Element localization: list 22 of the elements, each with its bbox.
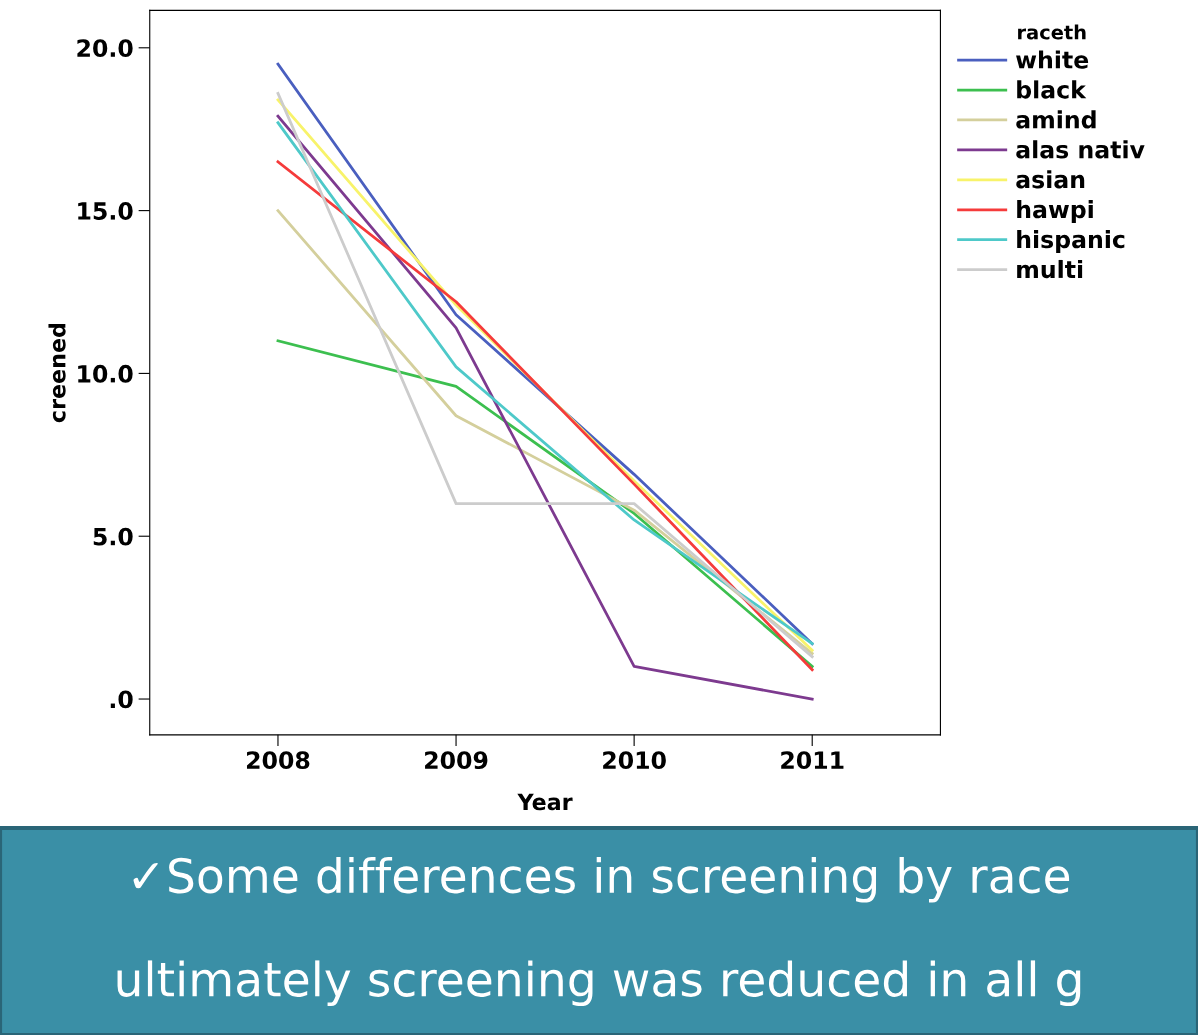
x-axis-title: Year [517,793,573,811]
legend-label: hawpi [1017,200,1093,223]
x-tick-label: 2008 [246,751,310,770]
legend-label: alas nativ [1016,140,1145,159]
legend-label: amind [1016,110,1096,129]
legend-label: hispanic [1017,230,1125,253]
y-axis-title: creened [48,323,66,423]
y-tick-label: 15.0 [78,202,133,220]
text: ultimately screening was reduced in all g [117,960,1081,1007]
x-tick-label: 2009 [425,751,488,770]
y-tick-label: .0 [110,690,133,709]
x-tick-label: 2010 [603,751,666,770]
legend-title: raceth [1018,24,1086,40]
legend-label: white [1016,50,1089,69]
y-tick-label: 10.0 [78,364,133,383]
y-tick-label: 20.0 [77,39,133,58]
x-tick-label: 2011 [781,751,844,770]
legend-label: black [1017,80,1087,99]
legend-label: multi [1017,259,1083,279]
y-tick-label: 5.0 [93,527,133,546]
text: ✓Some differences in screening by race [133,856,1070,903]
legend-label: asian [1016,170,1085,189]
